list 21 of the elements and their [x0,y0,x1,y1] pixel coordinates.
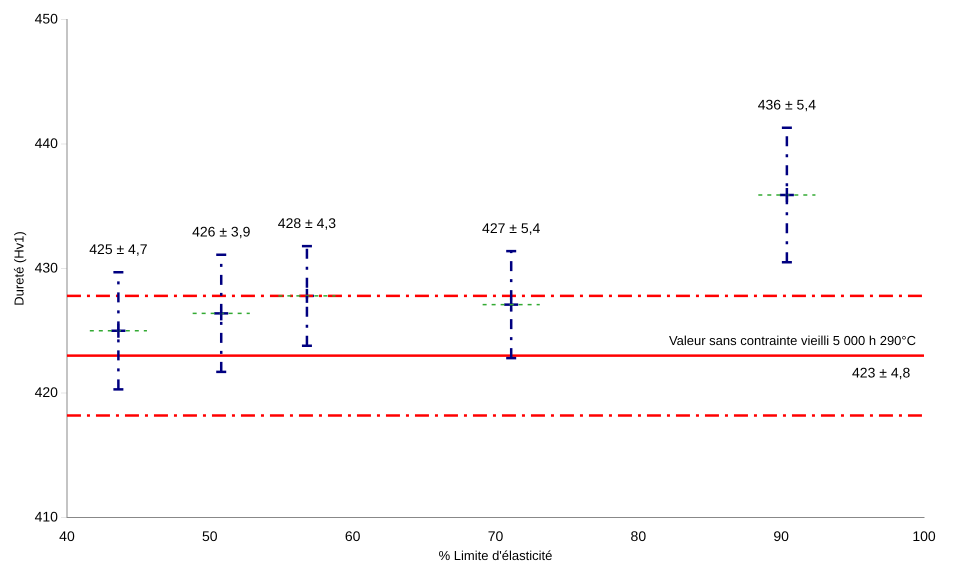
x-axis-title: % Limite d'élasticité [438,548,552,563]
y-tick-label: 410 [34,508,58,524]
ref-line-label: Valeur sans contrainte vieilli 5 000 h 290°C [668,332,916,348]
annotation: 425 ± 4,7 [89,241,148,258]
annotation: 436 ± 5,4 [758,96,816,113]
y-tick-label: 450 [34,10,58,26]
annotation: 428 ± 4,3 [278,214,336,231]
x-tick-label: 60 [344,528,361,544]
annotation: 426 ± 3,9 [192,224,251,240]
y-tick-label: 420 [34,384,58,400]
x-tick-label: 80 [630,528,646,544]
x-tick-label: 90 [773,528,790,544]
x-tick-label: 70 [488,528,504,544]
y-tick-label: 440 [34,134,58,151]
y-axis-title: Dureté (Hv1) [11,231,26,306]
x-tick-label: 40 [59,528,75,544]
annotation: 423 ± 4,8 [852,364,910,381]
annotation: 427 ± 5,4 [482,220,541,236]
x-tick-label: 50 [202,528,218,544]
x-tick-label: 100 [912,528,936,544]
y-tick-label: 430 [34,259,58,276]
